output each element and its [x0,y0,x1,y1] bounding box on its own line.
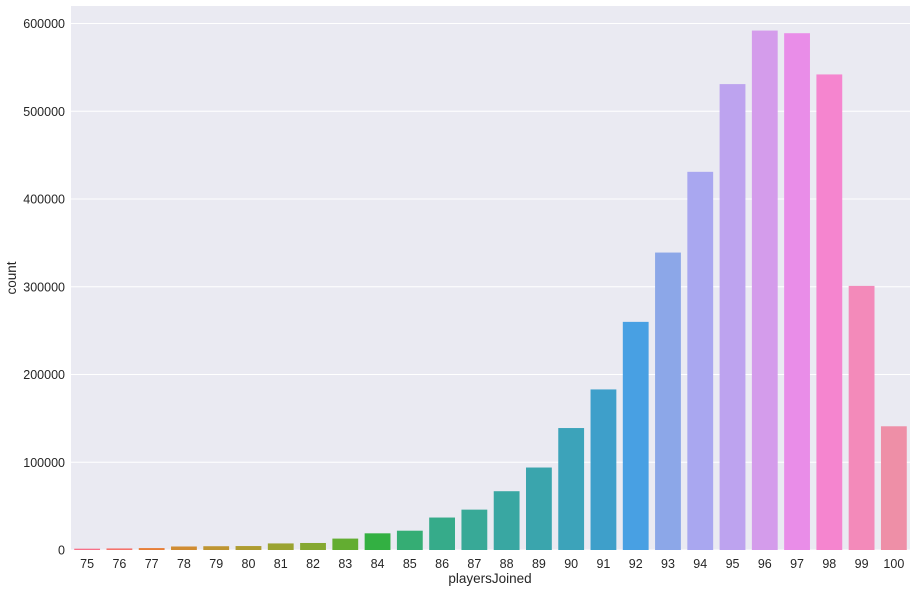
bar-99 [848,285,875,550]
y-tick-label: 400000 [23,193,65,207]
x-tick-label: 92 [629,557,643,571]
x-tick-label: 81 [274,557,288,571]
bar-90 [558,428,585,550]
bar-83 [332,538,359,550]
x-tick-label: 98 [822,557,836,571]
x-tick-label: 78 [177,557,191,571]
x-tick-label: 80 [242,557,256,571]
bar-91 [590,389,617,550]
bar-92 [622,321,649,550]
bar-94 [687,171,714,550]
bar-82 [300,542,326,550]
x-tick-label: 93 [661,557,675,571]
y-tick-label: 300000 [23,280,65,294]
x-tick-label: 83 [338,557,352,571]
watermark: https://blog.csdn.net/weixin_44510615 [651,568,906,585]
x-tick-label: 82 [306,557,320,571]
bar-96 [751,30,778,550]
bar-98 [816,74,843,550]
x-tick-label: 97 [790,557,804,571]
bar-81 [267,543,294,550]
y-tick-label: 200000 [23,368,65,382]
x-tick-label: 87 [467,557,481,571]
bar-89 [525,467,552,550]
x-tick-label: 76 [112,557,126,571]
x-axis-label: playersJoined [448,571,531,586]
y-axis-label: count [4,261,19,294]
bar-87 [461,509,488,550]
bar-78 [171,546,197,550]
x-tick-label: 99 [855,557,869,571]
x-tick-label: 79 [209,557,223,571]
x-tick-label: 91 [596,557,610,571]
y-tick-label: 600000 [23,17,65,31]
x-tick-labels: 75 76 77 78 79 80 81 82 83 84 85 86 87 88 89 90 91 92 93 94… [80,557,904,571]
x-tick-label: 96 [758,557,772,571]
bar-80 [235,546,262,550]
x-tick-label: 88 [500,557,514,571]
bar-75 [74,548,101,550]
x-tick-label: 85 [403,557,417,571]
x-tick-label: 90 [564,557,578,571]
bars [74,30,907,550]
x-tick-label: 89 [532,557,546,571]
bar-97 [784,33,810,550]
bar-77 [138,548,165,550]
bar-100 [880,426,907,550]
y-tick-label: 100000 [23,456,65,470]
x-tick-label: 77 [145,557,159,571]
x-tick-label: 75 [80,557,94,571]
bar-88 [493,491,520,550]
bar-79 [203,546,230,550]
y-tick-label: 500000 [23,105,65,119]
bar-84 [364,533,391,550]
x-tick-label: 95 [726,557,740,571]
y-tick-label: 0 [58,544,65,558]
x-tick-label: 86 [435,557,449,571]
bar-95 [719,84,746,550]
bar-76 [106,548,133,550]
x-tick-label: 84 [371,557,385,571]
x-tick-label: 100 [883,557,904,571]
bar-93 [655,252,681,550]
bar-85 [396,530,423,550]
bar-86 [429,517,456,550]
x-tick-label: 94 [693,557,707,571]
y-tick-labels: 0 100000 200000 300000 400000 500000 600000 [23,17,65,557]
